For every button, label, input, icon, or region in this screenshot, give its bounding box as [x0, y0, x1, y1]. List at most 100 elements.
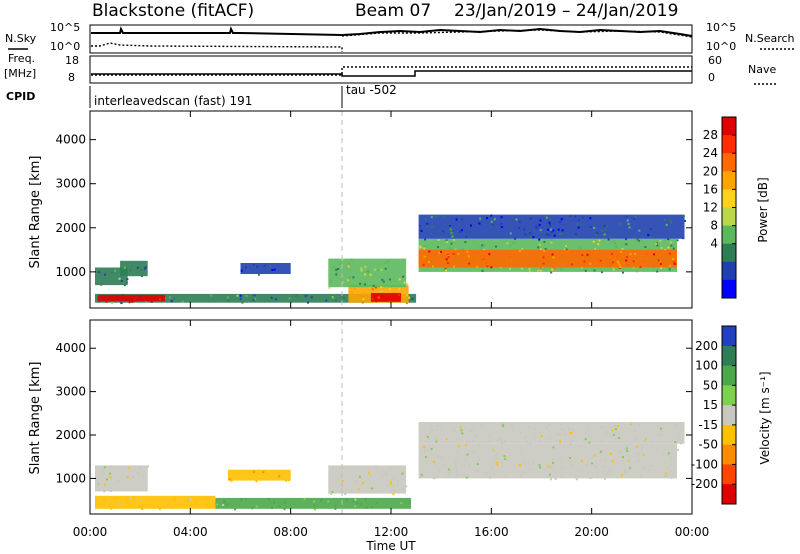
power-speckle: [611, 261, 614, 264]
velocity-speckle: [663, 475, 666, 477]
power-speckle: [380, 286, 383, 289]
power-speckle: [426, 225, 429, 227]
power-speckle: [380, 290, 383, 293]
velocity-speckle: [447, 468, 450, 471]
power-speckle: [384, 267, 387, 270]
velocity-speckle: [354, 498, 357, 501]
velocity-speckle: [389, 480, 392, 483]
power-speckle: [438, 251, 441, 254]
velocity-speckle: [614, 432, 617, 435]
velocity-speckle: [141, 508, 144, 510]
power-speckle: [548, 218, 551, 221]
power-speckle: [574, 215, 577, 218]
nave-line: [91, 66, 692, 76]
velocity-speckle: [106, 478, 108, 481]
velocity-speckle: [539, 440, 542, 442]
velocity-speckle: [441, 438, 444, 441]
power-speckle: [619, 266, 622, 268]
velocity-speckle: [424, 456, 427, 459]
power-speckle: [586, 253, 589, 256]
power-speckle: [486, 217, 489, 219]
velocity-speckle: [320, 499, 323, 502]
velocity-speckle: [255, 480, 258, 483]
velocity-speckle: [350, 490, 353, 492]
velocity-speckle: [528, 442, 531, 445]
power-speckle: [127, 297, 130, 300]
power-speckle: [423, 255, 426, 258]
power-speckle: [467, 255, 470, 258]
velocity-region: [95, 465, 148, 492]
velocity-speckle: [646, 437, 649, 439]
velocity-speckle: [665, 472, 668, 475]
velocity-speckle: [216, 503, 219, 506]
power-speckle: [478, 222, 481, 225]
power-speckle: [553, 234, 556, 237]
power-speckle: [550, 239, 553, 242]
velocity-speckle: [674, 441, 677, 444]
power-speckle: [339, 262, 342, 265]
power-speckle: [538, 223, 541, 226]
power-speckle: [346, 267, 349, 270]
power-speckle: [455, 218, 458, 221]
velocity-speckle: [346, 498, 349, 501]
velocity-speckle: [255, 505, 258, 508]
velocity-speckle: [589, 477, 592, 479]
velocity-speckle: [622, 456, 624, 459]
power-speckle: [664, 218, 666, 221]
power-speckle: [431, 225, 434, 228]
power-speckle: [619, 222, 622, 225]
velocity-speckle: [288, 473, 291, 476]
velocity-speckle: [648, 469, 651, 472]
velocity-speckle: [371, 487, 373, 490]
power-speckle: [374, 286, 377, 289]
power-speckle: [577, 226, 580, 229]
power-speckle: [490, 266, 493, 269]
power-speckle: [118, 295, 121, 297]
power-speckle: [366, 271, 369, 274]
velocity-speckle: [608, 469, 611, 472]
nsky-label: N.Sky: [5, 32, 37, 45]
power-speckle: [550, 271, 553, 274]
velocity-speckle: [278, 475, 281, 478]
velocity-speckle: [390, 491, 393, 494]
velocity-speckle: [600, 450, 602, 453]
velocity-speckle: [262, 471, 265, 473]
power-speckle: [105, 300, 108, 303]
power-speckle: [495, 245, 497, 248]
velocity-speckle: [496, 461, 499, 464]
power-speckle: [479, 217, 482, 220]
power-speckle: [542, 262, 545, 265]
power-speckle: [120, 302, 123, 305]
velocity-speckle: [434, 462, 437, 465]
power-speckle: [579, 247, 582, 250]
power-speckle: [351, 291, 354, 294]
power-speckle: [381, 295, 384, 298]
power-speckle: [364, 265, 367, 268]
velocity-speckle: [636, 445, 639, 448]
power-speckle: [665, 223, 668, 226]
nsearch-tick-bottom: 10^0: [706, 40, 736, 53]
velocity-speckle: [392, 485, 395, 487]
velocity-speckle: [602, 470, 605, 473]
power-speckle: [125, 298, 128, 301]
velocity-speckle: [360, 503, 363, 506]
colorbar-segment: [722, 484, 736, 505]
y-tick-label: 1000: [55, 471, 86, 485]
power-speckle: [559, 221, 562, 223]
power-speckle: [506, 242, 509, 245]
velocity-speckle: [496, 439, 499, 442]
velocity-speckle: [109, 476, 112, 479]
power-speckle: [548, 221, 551, 224]
power-speckle: [649, 227, 652, 230]
power-speckle: [667, 238, 670, 241]
power-speckle: [348, 276, 351, 279]
power-speckle: [239, 294, 242, 297]
power-speckle: [459, 230, 462, 233]
velocity-speckle: [609, 452, 612, 455]
velocity-speckle: [208, 506, 211, 509]
velocity-speckle: [539, 466, 541, 469]
velocity-speckle: [527, 461, 530, 463]
velocity-speckle: [252, 470, 255, 473]
power-speckle: [669, 220, 672, 223]
